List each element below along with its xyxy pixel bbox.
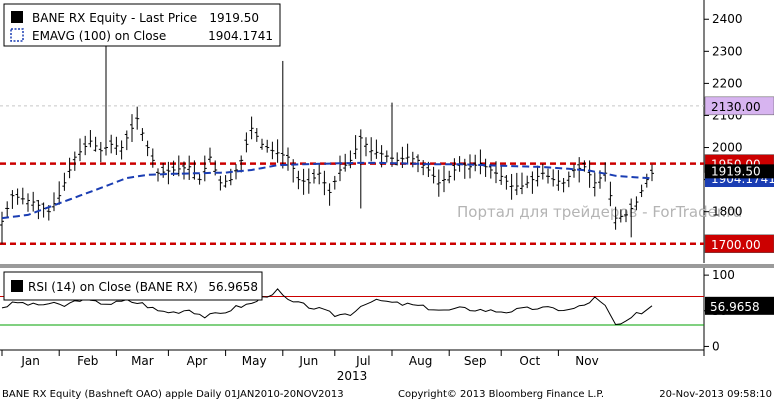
- panel-separator: [0, 264, 774, 268]
- time-tick-label: Feb: [77, 354, 98, 368]
- time-tick-label: Oct: [519, 354, 540, 368]
- rsi-panel: 100500 RSI (14) on Close (BANE RX) 56.96…: [0, 268, 774, 353]
- time-axis: Jan Feb Mar Apr May Jun Jul Aug Sep Oct Nov 2013: [0, 349, 705, 383]
- ema-legend-swatch: [10, 28, 24, 42]
- last-price-legend-swatch: [11, 11, 23, 23]
- price-legend-box: [3, 3, 281, 47]
- time-tick-label: Aug: [409, 354, 432, 368]
- rsi-last-badge-box: [705, 296, 774, 315]
- footer: BANE RX Equity (Bashneft OAO) apple Dail…: [2, 389, 772, 400]
- price-tick-label: 1800: [712, 205, 743, 219]
- price-tick-label: 2400: [712, 12, 743, 26]
- rsi-tick-label: 100: [712, 268, 735, 282]
- footer-center: Copyright© 2013 Bloomberg Finance L.P.: [398, 389, 604, 400]
- last-price-legend-label: BANE RX Equity - Last Price: [32, 11, 197, 25]
- level-badge-label: 2130.00: [711, 100, 761, 114]
- time-tick-label: Jan: [20, 354, 40, 368]
- rsi-legend-value: 56.9658: [208, 280, 258, 294]
- time-axis-ticks: Jan Feb Mar Apr May Jun Jul Aug Sep Oct Nov: [1, 350, 705, 368]
- level-badge: [704, 234, 774, 254]
- price-bars: [0, 38, 654, 244]
- ema-legend-label: EMAVG (100) on Close: [32, 29, 166, 43]
- price-panel: Портал для трейдеров - ForTrader.ru 2400…: [0, 0, 774, 263]
- year-label: 2013: [337, 369, 368, 383]
- watermark: Портал для трейдеров - ForTrader.ru: [457, 203, 742, 221]
- time-tick-label: May: [242, 354, 267, 368]
- level-badge: [704, 96, 774, 116]
- last-price-badge-label: 1919.50: [711, 164, 761, 178]
- rsi-legend-label: RSI (14) on Close (BANE RX): [28, 280, 198, 294]
- rsi-last-badge-label: 56.9658: [710, 300, 760, 314]
- ema-line: [1, 161, 653, 220]
- time-tick-label: Jun: [298, 354, 318, 368]
- last-price-badge: [705, 164, 774, 179]
- rsi-legend-swatch: [11, 280, 23, 292]
- footer-right: 20-Nov-2013 09:58:10: [659, 389, 772, 400]
- time-tick-label: Jul: [355, 354, 370, 368]
- price-tick-label: 2300: [712, 44, 743, 58]
- price-axis: 2400230022002100200019001800: [704, 12, 743, 219]
- time-tick-label: Sep: [464, 354, 487, 368]
- footer-left: BANE RX Equity (Bashneft OAO) apple Dail…: [2, 389, 344, 400]
- rsi-legend-box: [3, 271, 263, 301]
- rsi-line: [1, 288, 653, 326]
- level-badge-label: 1700.00: [711, 238, 761, 252]
- rsi-legend: RSI (14) on Close (BANE RX) 56.9658: [3, 271, 263, 301]
- time-tick-label: Apr: [187, 354, 208, 368]
- price-legend: BANE RX Equity - Last Price 1919.50 EMAV…: [3, 3, 281, 47]
- price-tick-label: 2200: [712, 76, 743, 90]
- last-price-legend-value: 1919.50: [209, 11, 259, 25]
- time-tick-label: Nov: [575, 354, 598, 368]
- rsi-tick-label: 0: [712, 339, 720, 353]
- price-tick-label: 2000: [712, 141, 743, 155]
- time-tick-label: Mar: [131, 354, 154, 368]
- ema-legend-value: 1904.1741: [208, 29, 273, 43]
- rsi-last-badge: 56.9658: [705, 296, 774, 315]
